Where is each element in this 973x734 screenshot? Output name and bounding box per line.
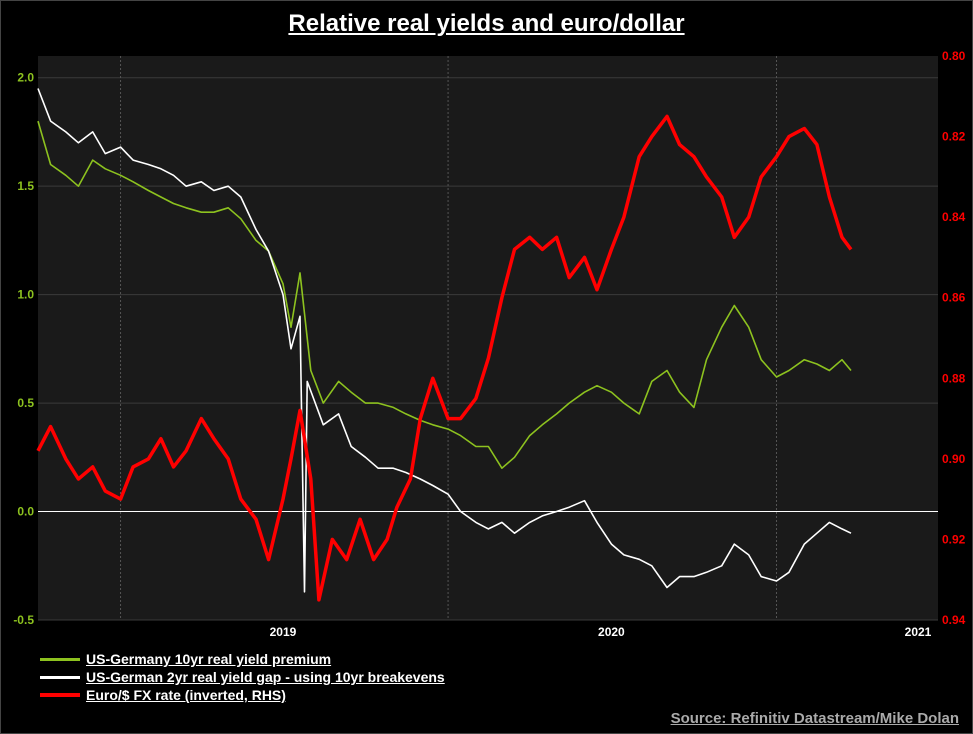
y-left-tick-label: 0.5: [17, 396, 34, 410]
y-right-tick-label: 0.80: [942, 49, 966, 63]
legend-label-red: Euro/$ FX rate (inverted, RHS): [86, 687, 286, 703]
y-left-tick-label: 1.5: [17, 179, 34, 193]
legend-swatch-white: [40, 675, 80, 679]
x-tick-label: 2019: [270, 625, 297, 639]
y-right-tick-label: 0.86: [942, 291, 966, 305]
legend-item-red: Euro/$ FX rate (inverted, RHS): [40, 686, 445, 704]
y-right-tick-label: 0.88: [942, 371, 966, 385]
legend-item-white: US-German 2yr real yield gap - using 10y…: [40, 668, 445, 686]
legend-swatch-red: [40, 693, 80, 697]
y-left-tick-label: 1.0: [17, 288, 34, 302]
legend-label-green: US-Germany 10yr real yield premium: [86, 651, 332, 667]
y-left-tick-label: -0.5: [13, 613, 34, 627]
y-right-tick-label: 0.94: [942, 613, 966, 627]
series-line-0: [37, 120, 852, 469]
y-right-tick-label: 0.90: [942, 452, 966, 466]
source-note: Source: Refinitiv Datastream/Mike Dolan: [670, 710, 959, 727]
x-tick-label: 2020: [598, 625, 625, 639]
legend-swatch-green: [40, 657, 80, 661]
legend-item-green: US-Germany 10yr real yield premium: [40, 650, 445, 668]
plot-area: [38, 56, 938, 620]
y-left-tick-label: 2.0: [17, 71, 34, 85]
chart-title: Relative real yields and euro/dollar: [288, 10, 685, 37]
y-left-tick-label: 0.0: [17, 505, 34, 519]
legend: US-Germany 10yr real yield premium US-Ge…: [40, 650, 445, 704]
series-line-1: [37, 88, 852, 593]
y-right-tick-label: 0.82: [942, 130, 966, 144]
y-right-tick-label: 0.84: [942, 210, 966, 224]
y-right-tick-label: 0.92: [942, 532, 966, 546]
legend-label-white: US-German 2yr real yield gap - using 10y…: [86, 669, 445, 685]
series-lines: [36, 88, 853, 602]
x-tick-label: 2021: [905, 625, 932, 639]
axes: 2.0 1.5 1.0 0.5 0.0 -0.5 0.94 0.92 0.90 0.88 0.86 0…: [13, 49, 965, 639]
series-line-2: [36, 114, 853, 602]
